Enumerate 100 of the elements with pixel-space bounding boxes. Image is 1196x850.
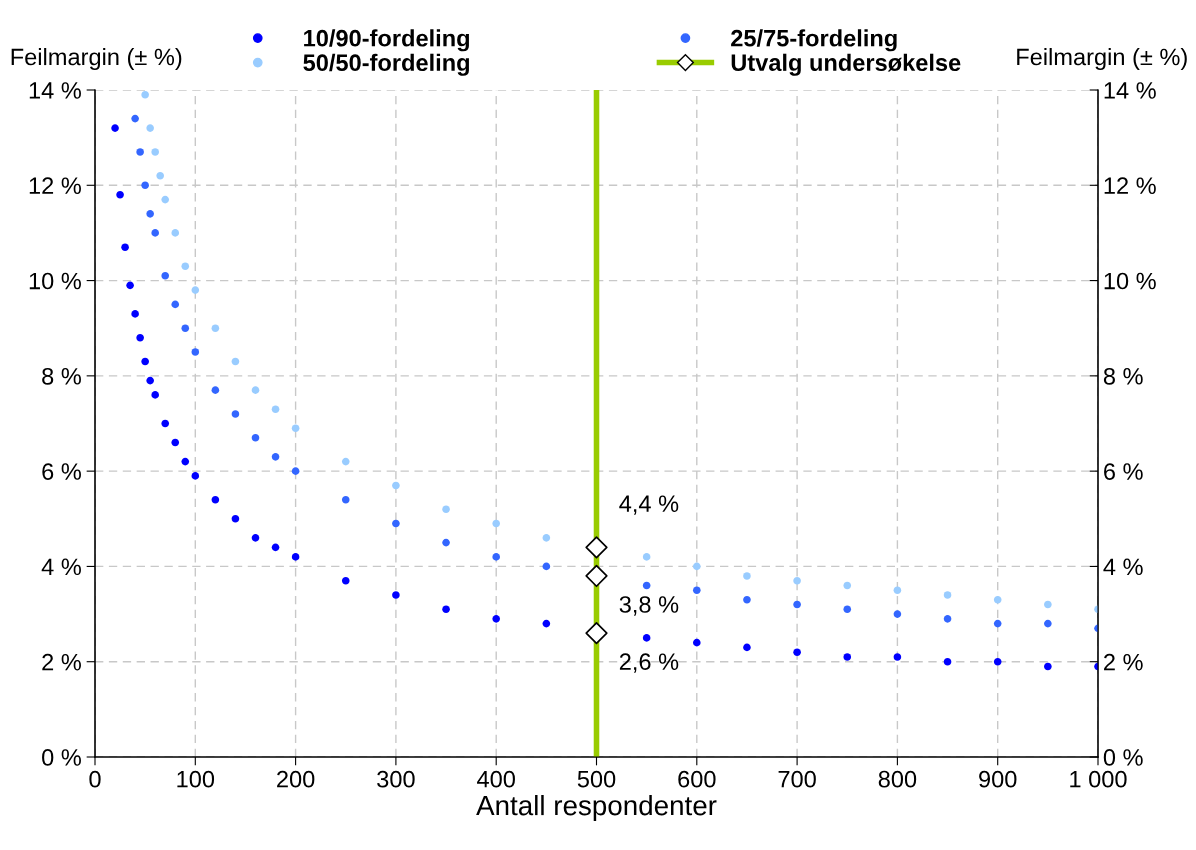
point: [542, 534, 551, 542]
point: [642, 553, 651, 561]
point: [693, 586, 701, 595]
point: [693, 638, 701, 647]
y2-axis-title: Feilmargin (± %): [1017, 47, 1187, 70]
point: [136, 148, 144, 156]
y2-tick-label: 4 %: [1103, 558, 1143, 576]
y-tick-label: 0 %: [42, 749, 81, 766]
point: [146, 210, 154, 218]
y-tick-label: 4 %: [41, 558, 81, 576]
point: [211, 495, 220, 504]
point: [181, 262, 190, 271]
point: [392, 481, 400, 490]
point: [151, 148, 159, 156]
point: [693, 562, 701, 571]
point: [151, 391, 159, 399]
data-label: 4,4 %: [619, 495, 679, 515]
point: [291, 424, 300, 433]
x-tick-label: 600: [678, 770, 716, 788]
data-label: 3,8 %: [619, 596, 679, 616]
point: [943, 657, 952, 666]
x-tick-label: 700: [778, 770, 816, 788]
point: [585, 621, 608, 645]
x-tick-label: 0: [89, 770, 101, 788]
point: [793, 648, 801, 656]
y2-tick-label: 14 %: [1104, 82, 1156, 99]
point: [642, 634, 651, 642]
point: [585, 536, 608, 559]
point: [231, 357, 240, 366]
legend-label: 10/90-fordeling: [304, 29, 469, 52]
point: [1044, 600, 1052, 609]
x-tick-label: 100: [177, 770, 215, 788]
x-tick-label: 500: [577, 770, 616, 788]
point: [341, 495, 350, 504]
point: [291, 553, 300, 561]
legend-label: 50/50-fordeling: [303, 53, 469, 76]
point: [492, 519, 500, 528]
point: [392, 591, 400, 599]
point: [442, 505, 450, 514]
point: [271, 543, 280, 552]
point: [492, 615, 500, 623]
y2-tick-label: 0 %: [1103, 749, 1143, 766]
y-tick-label: 2 %: [42, 653, 81, 671]
point: [141, 357, 149, 366]
y2-tick-label: 8 %: [1103, 367, 1143, 385]
point: [151, 229, 159, 237]
x-tick-label: 200: [277, 770, 315, 788]
point: [793, 600, 801, 609]
point: [161, 272, 170, 280]
point: [251, 534, 260, 542]
point: [231, 410, 240, 418]
y2-tick-label: 6 %: [1104, 463, 1143, 480]
point: [146, 124, 154, 132]
point: [161, 419, 170, 428]
point: [191, 472, 200, 480]
y-tick-label: 6 %: [42, 463, 81, 480]
point: [542, 562, 551, 571]
point: [442, 538, 450, 547]
x-tick-label: 400: [477, 770, 515, 788]
legend-label: 25/75-fordeling: [731, 29, 897, 52]
point: [131, 310, 139, 318]
x-tick-label: 900: [979, 770, 1017, 788]
point: [251, 386, 260, 394]
point: [121, 243, 129, 252]
data-label: 2,6 %: [619, 653, 679, 673]
point: [171, 229, 180, 237]
point: [191, 286, 200, 294]
point: [111, 124, 119, 132]
point: [743, 572, 751, 580]
point: [341, 576, 350, 585]
y2-tick-label: 12 %: [1104, 177, 1156, 194]
x-axis-title: Antall respondenter: [476, 794, 717, 821]
point: [156, 171, 164, 180]
x-tick-label: 800: [878, 770, 917, 788]
point: [136, 333, 144, 342]
y-axis-title: Feilmargin (± %): [11, 47, 182, 70]
point: [1044, 662, 1052, 671]
point: [181, 324, 190, 333]
point: [793, 576, 801, 585]
point: [171, 300, 180, 309]
point: [993, 619, 1002, 628]
point: [743, 595, 751, 604]
point: [271, 405, 280, 414]
point: [271, 453, 280, 461]
point: [341, 457, 350, 466]
point: [1044, 619, 1052, 628]
point: [585, 564, 608, 588]
x-tick-label: 1 000: [1070, 770, 1127, 788]
point: [251, 433, 260, 442]
point: [141, 90, 149, 99]
point: [392, 519, 400, 528]
point: [492, 553, 500, 561]
point: [211, 324, 220, 333]
point: [191, 348, 200, 356]
y-tick-label: 8 %: [42, 367, 81, 385]
point: [843, 653, 852, 661]
point: [231, 514, 240, 523]
point: [893, 586, 902, 595]
point: [993, 595, 1002, 604]
point: [442, 605, 450, 614]
